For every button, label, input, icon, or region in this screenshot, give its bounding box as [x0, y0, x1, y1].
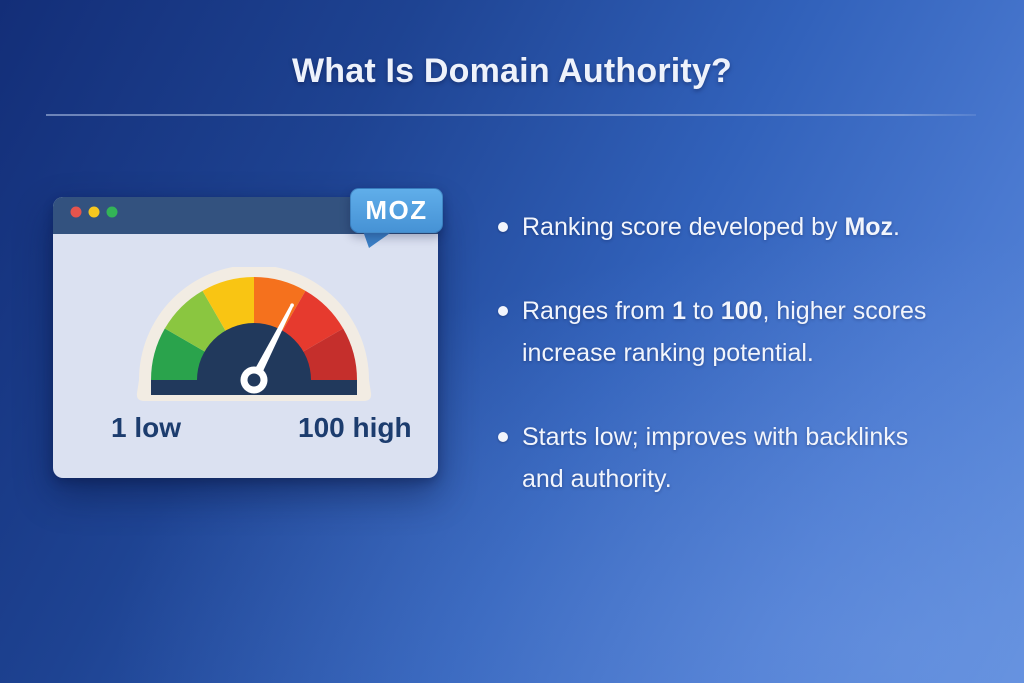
bullet-text: Ranges from 1 to 100, higher scores incre… — [522, 297, 927, 367]
gauge-labels: 1 low 100 high — [53, 412, 438, 446]
gauge-needle — [240, 303, 294, 394]
title-divider — [46, 114, 976, 116]
bullet-item: Ranges from 1 to 100, higher scores incre… — [498, 290, 976, 374]
zoom-dot-icon — [106, 206, 118, 218]
close-dot-icon — [70, 206, 82, 218]
browser-window-mockup: MOZ 1 l — [53, 188, 443, 478]
bullet-dot-icon — [498, 306, 508, 316]
gauge-max-label: 100 high — [298, 412, 412, 443]
bullet-dot-icon — [498, 222, 508, 232]
bullet-list: Ranking score developed by Moz. Ranges fr… — [498, 206, 976, 542]
traffic-light-buttons — [70, 206, 118, 218]
bullet-item: Starts low; improves with backlinks and a… — [498, 416, 976, 500]
moz-badge-tail — [363, 231, 393, 248]
minimize-dot-icon — [88, 206, 100, 218]
authority-gauge — [136, 267, 372, 401]
moz-badge: MOZ — [350, 188, 443, 233]
bullet-item: Ranking score developed by Moz. — [498, 206, 976, 248]
page-title: What Is Domain Authority? — [291, 52, 733, 90]
bullet-dot-icon — [498, 432, 508, 442]
needle-hub-center — [247, 373, 261, 387]
bullet-text: Starts low; improves with backlinks and a… — [522, 423, 909, 493]
gauge-dial — [197, 323, 311, 380]
gauge-min-label: 1 low — [111, 412, 182, 443]
moz-badge-label: MOZ — [365, 195, 428, 225]
bullet-text: Ranking score developed by Moz. — [522, 213, 900, 241]
